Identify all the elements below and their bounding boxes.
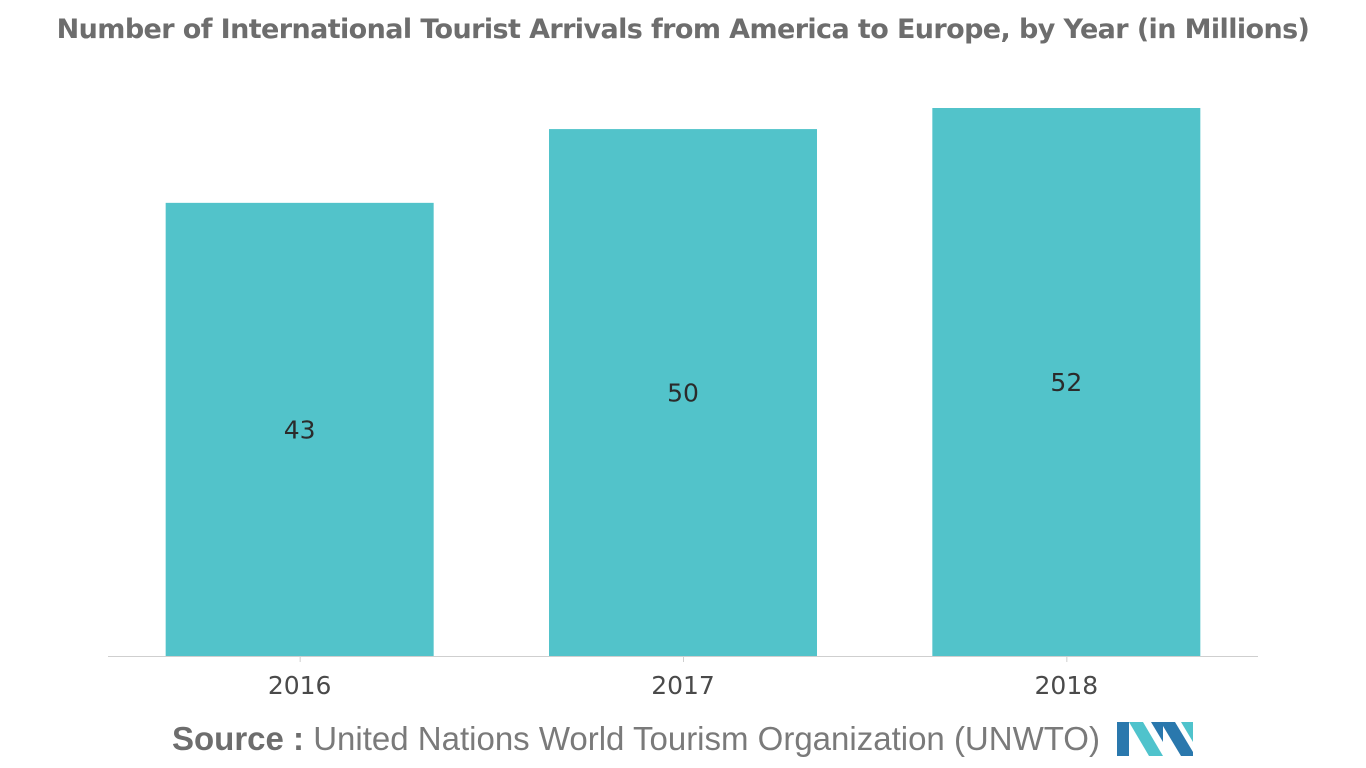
bar-chart: 43 2016 50 2017 52 2018 xyxy=(108,108,1258,700)
source-label: Source : xyxy=(172,720,305,757)
x-tick-label-2018: 2018 xyxy=(1035,671,1099,700)
data-label-2018: 52 xyxy=(1050,368,1082,397)
company-logo-icon xyxy=(1117,722,1193,756)
chart-title: Number of International Tourist Arrivals… xyxy=(56,14,1310,45)
bar-2017 xyxy=(549,129,817,657)
source-text: United Nations World Tourism Organizatio… xyxy=(313,720,1100,757)
source-note: Source : United Nations World Tourism Or… xyxy=(172,720,1100,758)
data-label-2017: 50 xyxy=(667,379,699,408)
x-tick-label-2017: 2017 xyxy=(651,671,715,700)
bar-2016 xyxy=(165,202,434,656)
x-tick-label-2016: 2016 xyxy=(268,671,332,700)
data-label-2016: 43 xyxy=(284,415,316,444)
bar-2018 xyxy=(932,108,1201,656)
